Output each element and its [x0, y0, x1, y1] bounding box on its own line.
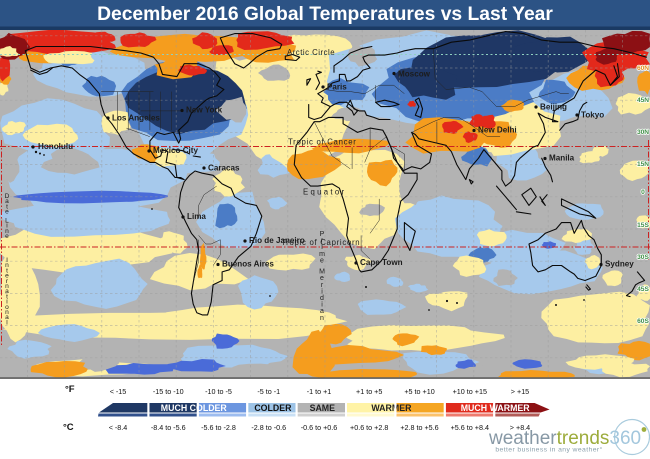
svg-text:a: a: [5, 314, 9, 321]
svg-text:i: i: [6, 299, 8, 306]
svg-text:> +15: > +15: [511, 387, 529, 396]
svg-text:e: e: [5, 209, 9, 216]
svg-text:45S: 45S: [637, 286, 649, 293]
svg-text:-5.6 to -2.8: -5.6 to -2.8: [201, 423, 236, 432]
svg-text:New York: New York: [186, 106, 223, 115]
svg-text:-0.6 to +0.6: -0.6 to +0.6: [301, 423, 338, 432]
svg-text:COLDER: COLDER: [254, 403, 292, 413]
svg-text:+1 to +5: +1 to +5: [356, 387, 382, 396]
svg-text:Manila: Manila: [549, 154, 575, 163]
svg-text:e: e: [5, 233, 9, 240]
svg-text:r: r: [321, 238, 324, 245]
svg-text:r: r: [321, 282, 324, 289]
svg-text:weathertrends360: weathertrends360: [488, 428, 641, 449]
svg-text:30N: 30N: [637, 129, 649, 136]
svg-text:December 2016 Global Temperatu: December 2016 Global Temperatures vs Las…: [97, 4, 553, 25]
svg-text:a: a: [5, 198, 9, 205]
svg-text:r: r: [6, 278, 9, 285]
svg-text:New Delhi: New Delhi: [478, 126, 517, 135]
svg-text:a: a: [5, 288, 9, 295]
svg-text:0: 0: [641, 189, 645, 196]
svg-text:P: P: [320, 231, 325, 238]
svg-text:-8.4 to -5.6: -8.4 to -5.6: [151, 423, 186, 432]
svg-text:°F: °F: [65, 384, 75, 395]
svg-text:o: o: [5, 304, 9, 311]
svg-text:l: l: [6, 319, 8, 326]
svg-text:Los Angeles: Los Angeles: [112, 114, 160, 123]
svg-text:i: i: [6, 223, 8, 230]
svg-text:t: t: [6, 293, 8, 300]
svg-text:Equator: Equator: [303, 188, 346, 197]
svg-text:e: e: [320, 275, 324, 282]
svg-text:+5.6 to +8.4: +5.6 to +8.4: [451, 423, 489, 432]
svg-text:t: t: [6, 267, 8, 274]
svg-text:45N: 45N: [637, 97, 649, 104]
svg-text:+2.8 to +5.6: +2.8 to +5.6: [400, 423, 438, 432]
svg-text:-5 to -1: -5 to -1: [257, 387, 280, 396]
svg-text:e: e: [320, 257, 324, 264]
svg-text:n: n: [320, 315, 324, 322]
svg-text:Tokyo: Tokyo: [581, 111, 604, 120]
svg-text:Paris: Paris: [327, 83, 347, 92]
svg-text:15N: 15N: [637, 161, 649, 168]
svg-text:Mexico City: Mexico City: [153, 146, 198, 155]
svg-text:-2.8 to -0.6: -2.8 to -0.6: [251, 423, 286, 432]
svg-text:Tropic of Capricorn: Tropic of Capricorn: [281, 238, 360, 247]
svg-text:-1 to +1: -1 to +1: [307, 387, 332, 396]
svg-text:60N: 60N: [637, 65, 649, 72]
svg-text:15S: 15S: [637, 222, 649, 229]
svg-text:30S: 30S: [637, 254, 649, 261]
svg-text:e: e: [5, 273, 9, 280]
svg-text:Tropic of Cancer: Tropic of Cancer: [288, 138, 357, 147]
svg-text:M: M: [319, 269, 325, 276]
svg-text:L: L: [5, 217, 9, 224]
svg-text:n: n: [5, 283, 9, 290]
svg-text:d: d: [320, 295, 324, 302]
svg-text:D: D: [5, 193, 10, 200]
svg-text:Sydney: Sydney: [605, 260, 634, 269]
svg-text:+5 to +10: +5 to +10: [404, 387, 434, 396]
svg-text:n: n: [5, 309, 9, 316]
svg-text:Arctic Circle: Arctic Circle: [287, 48, 335, 57]
svg-text:n: n: [5, 262, 9, 269]
svg-text:i: i: [321, 302, 323, 309]
svg-text:Rio de Janeiro: Rio de Janeiro: [249, 236, 305, 245]
svg-text:n: n: [5, 228, 9, 235]
svg-text:+0.6 to +2.8: +0.6 to +2.8: [350, 423, 388, 432]
svg-text:Honolulu: Honolulu: [38, 142, 73, 151]
svg-text:better business in any weather: better business in any weather°: [495, 446, 602, 454]
svg-text:Lima: Lima: [187, 212, 206, 221]
svg-text:MUCH WARMER: MUCH WARMER: [461, 403, 531, 413]
svg-text:SAME: SAME: [310, 403, 336, 413]
svg-text:WARMER: WARMER: [371, 403, 412, 413]
svg-text:-10 to -5: -10 to -5: [205, 387, 232, 396]
svg-text:I: I: [6, 257, 8, 264]
svg-text:Buenos Aires: Buenos Aires: [222, 260, 274, 269]
svg-text:+10 to +15: +10 to +15: [453, 387, 487, 396]
svg-text:Caracas: Caracas: [208, 164, 240, 173]
svg-text:Beijing: Beijing: [540, 103, 567, 112]
svg-text:MUCH COLDER: MUCH COLDER: [161, 403, 228, 413]
svg-text:i: i: [321, 288, 323, 295]
svg-text:< -8.4: < -8.4: [109, 423, 128, 432]
svg-text:Cape Town: Cape Town: [360, 258, 403, 267]
svg-text:i: i: [321, 244, 323, 251]
svg-text:60S: 60S: [637, 318, 649, 325]
svg-text:t: t: [6, 203, 8, 210]
svg-text:Moscow: Moscow: [398, 70, 431, 79]
svg-text:-15 to -10: -15 to -10: [153, 387, 184, 396]
svg-text:m: m: [319, 251, 325, 258]
svg-text:> +8.4: > +8.4: [510, 423, 530, 432]
svg-text:a: a: [320, 308, 324, 315]
svg-text:°C: °C: [63, 422, 74, 433]
svg-text:< -15: < -15: [110, 387, 127, 396]
